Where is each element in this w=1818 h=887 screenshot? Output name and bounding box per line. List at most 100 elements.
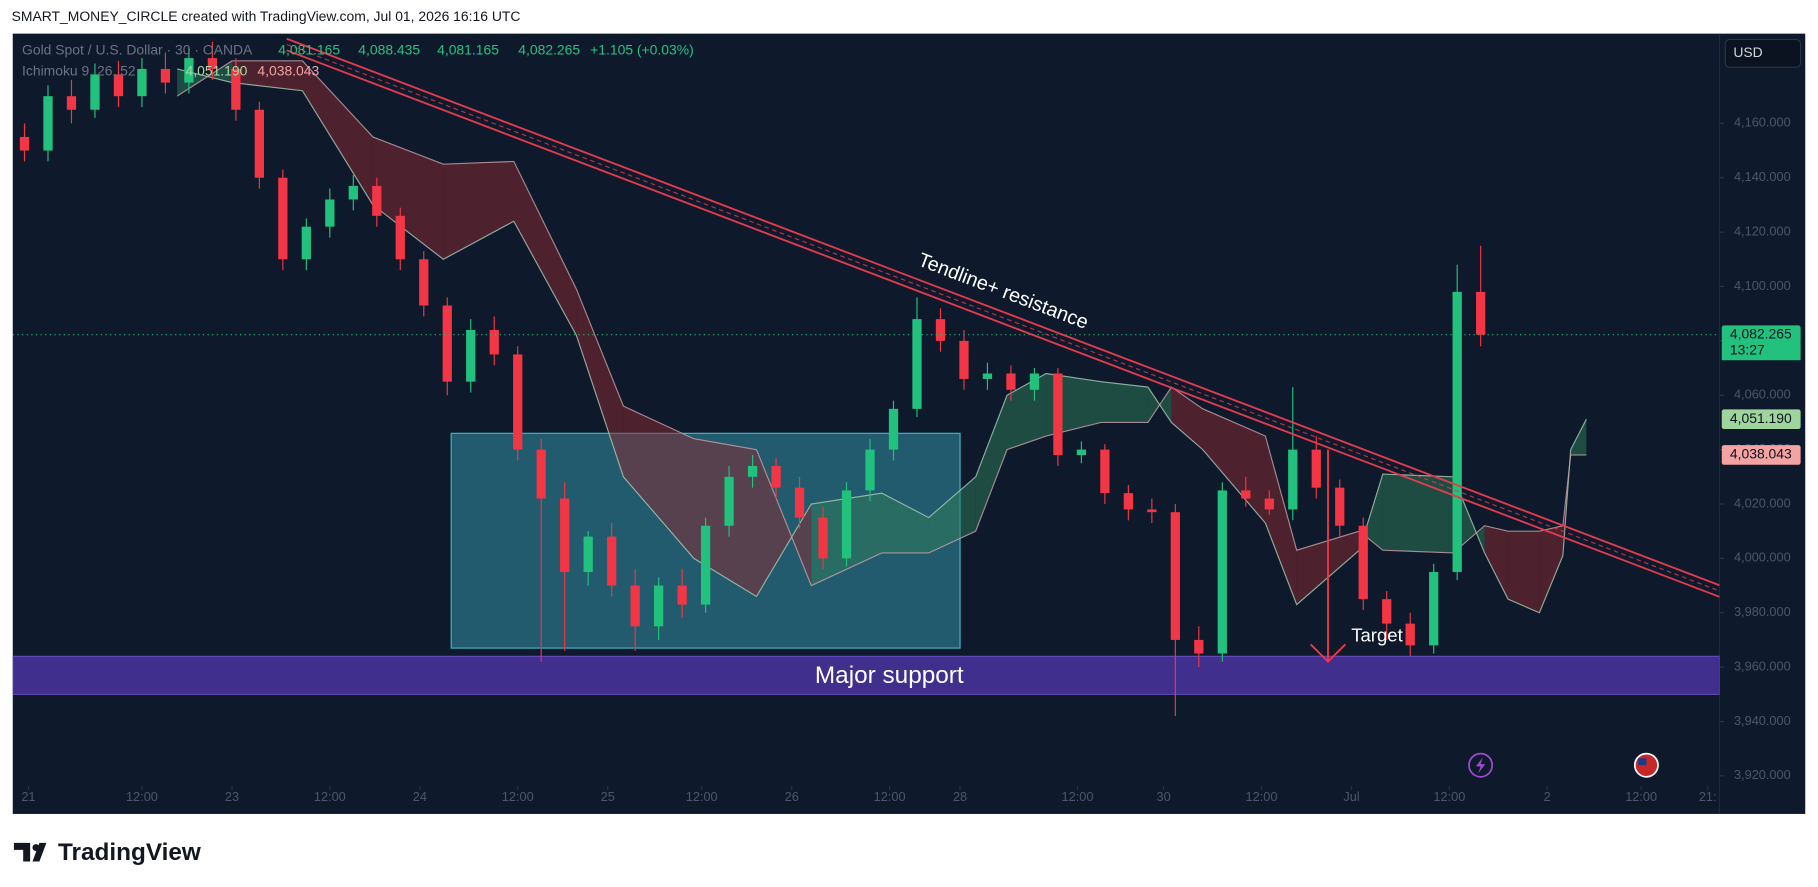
- credit-line: SMART_MONEY_CIRCLE created with TradingV…: [12, 8, 521, 24]
- y-tick-label: 3,940.000: [1734, 713, 1791, 728]
- cloud-segment: [928, 476, 976, 553]
- x-tick-label: 24: [413, 789, 427, 804]
- x-tick-label: 12:00: [1433, 789, 1465, 804]
- candle-body: [653, 585, 664, 627]
- target-label: Target: [1351, 624, 1403, 645]
- x-tick-label: 12:00: [1246, 789, 1278, 804]
- candle-body: [207, 58, 218, 69]
- cloud-segment: [1100, 381, 1148, 423]
- y-tick-label: 3,920.000: [1734, 767, 1791, 782]
- logo-mark: [13, 842, 47, 862]
- candle-body: [90, 74, 100, 110]
- candle-body: [583, 536, 593, 572]
- span-b-tag: 4,038.043: [1730, 446, 1792, 462]
- candle-body: [113, 74, 124, 97]
- countdown: 13:27: [1730, 342, 1765, 358]
- candle-body: [560, 498, 570, 572]
- candle-body: [19, 136, 30, 151]
- candle-body: [959, 340, 969, 379]
- cloud-segment: [756, 449, 812, 597]
- last-price-label: 4,082.265: [1730, 325, 1792, 341]
- y-tick-label: 4,100.000: [1734, 278, 1791, 293]
- candle-body: [442, 305, 452, 382]
- candle-body: [1241, 490, 1251, 499]
- candle-body: [466, 329, 476, 382]
- candle-body: [160, 68, 171, 83]
- x-tick-label: 12:00: [686, 789, 718, 804]
- candle-body: [489, 329, 499, 355]
- price-tag: [1721, 409, 1801, 430]
- candle-body: [912, 319, 922, 409]
- x-tick-label: 28: [953, 789, 967, 804]
- candle-body: [747, 465, 758, 477]
- cloud-segment: [623, 406, 694, 559]
- countdown-bg: [1721, 342, 1801, 361]
- candle-body: [1217, 490, 1227, 654]
- cloud-segment: [443, 161, 514, 260]
- candle-body: [372, 185, 382, 216]
- event-icon[interactable]: [1468, 752, 1494, 778]
- candle-body: [818, 517, 828, 559]
- candle-body: [1006, 373, 1016, 390]
- x-tick-label: 21: [21, 789, 35, 804]
- ohlc-value: 4,082.265: [518, 42, 580, 58]
- candle-body: [630, 585, 640, 627]
- x-tick-label: 12:00: [502, 789, 534, 804]
- candle-body: [184, 58, 194, 83]
- candle-body: [865, 449, 875, 491]
- currency-label: USD: [1733, 44, 1762, 60]
- candle-body: [794, 487, 805, 518]
- candle-body: [278, 177, 288, 260]
- candle-body: [1382, 599, 1392, 624]
- candle-body: [1288, 449, 1298, 510]
- candle-body: [1429, 571, 1439, 646]
- event-icon-bolt: [1475, 757, 1486, 774]
- ohlc-value: 4,081.165: [278, 42, 340, 58]
- axes: 3,920.000 3,940.000 3,960.000 3,980.000 4,00…: [21, 115, 1790, 804]
- y-tick-label: 4,140.000: [1734, 169, 1791, 184]
- candle-body: [536, 449, 546, 499]
- candle-body: [395, 215, 405, 260]
- candle-body: [419, 259, 429, 306]
- trendline-edge: [286, 49, 1720, 598]
- y-tick-label: 3,980.000: [1734, 604, 1791, 619]
- candle-body: [1170, 512, 1180, 640]
- x-tick-label: 21:: [1699, 789, 1717, 804]
- candle-body: [1452, 291, 1462, 572]
- currency-button[interactable]: [1724, 38, 1802, 68]
- x-tick-label: 25: [601, 789, 615, 804]
- candle-body: [1053, 373, 1063, 456]
- indicator-value: 4,038.043: [257, 63, 319, 79]
- indicator-legend: Ichimoku 9, 26, 52: [22, 63, 136, 79]
- ohlc-value: 4,088.435: [358, 42, 420, 58]
- cloud-segment: [576, 289, 624, 477]
- x-tick-label: 26: [785, 789, 799, 804]
- candle-body: [700, 525, 711, 605]
- candle-body: [231, 68, 241, 110]
- cloud-edge: [177, 68, 1587, 614]
- logo-dot: [32, 844, 40, 852]
- y-tick-label: 4,120.000: [1734, 223, 1791, 238]
- chart-background: [12, 33, 1806, 814]
- x-tick-label: 23: [225, 789, 239, 804]
- price-tag: [1721, 325, 1801, 344]
- symbol-legend: Gold Spot / U.S. Dollar · 30 · OANDA: [22, 42, 253, 58]
- support-band: [12, 655, 1720, 695]
- span-a-tag: 4,051.190: [1730, 410, 1792, 426]
- y-tick-label: 4,020.000: [1734, 495, 1791, 510]
- y-tick-label: 4,000.000: [1734, 550, 1791, 565]
- ohlc-value: 4,081.165: [437, 42, 499, 58]
- cloud-segment: [1508, 531, 1540, 613]
- candle-body: [43, 96, 53, 151]
- candle-body: [1358, 525, 1368, 600]
- x-tick-label: 2: [1544, 789, 1551, 804]
- cloud-edge: [176, 60, 1587, 587]
- logo-text: TradingView: [58, 839, 201, 866]
- candle-body: [66, 96, 77, 110]
- candle-body: [1029, 373, 1040, 390]
- change-value: +1.105 (+0.03%): [590, 42, 694, 58]
- candle-body: [771, 465, 781, 488]
- cloud-segment: [1539, 525, 1563, 613]
- y-tick-label: 4,060.000: [1734, 387, 1791, 402]
